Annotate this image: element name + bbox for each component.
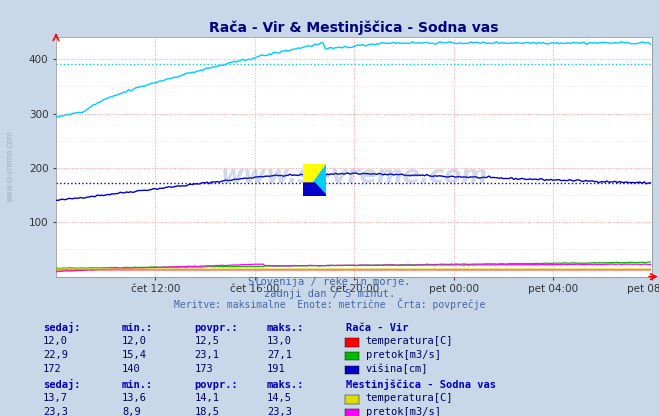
Polygon shape <box>303 164 326 196</box>
Text: višina[cm]: višina[cm] <box>366 364 428 374</box>
Text: 23,1: 23,1 <box>194 350 219 360</box>
Text: 191: 191 <box>267 364 285 374</box>
Text: 27,1: 27,1 <box>267 350 292 360</box>
Text: 23,3: 23,3 <box>267 407 292 416</box>
Text: 8,9: 8,9 <box>122 407 140 416</box>
Text: min.:: min.: <box>122 323 153 333</box>
Text: 12,0: 12,0 <box>122 337 147 347</box>
Text: pretok[m3/s]: pretok[m3/s] <box>366 350 441 360</box>
Text: min.:: min.: <box>122 380 153 390</box>
Text: maks.:: maks.: <box>267 323 304 333</box>
Text: 23,3: 23,3 <box>43 407 68 416</box>
Text: 140: 140 <box>122 364 140 374</box>
Text: 12,0: 12,0 <box>43 337 68 347</box>
Title: Rača - Vir & Mestinjščica - Sodna vas: Rača - Vir & Mestinjščica - Sodna vas <box>210 20 499 35</box>
Text: 13,6: 13,6 <box>122 394 147 404</box>
Text: www.si-vreme.com: www.si-vreme.com <box>221 164 488 188</box>
Text: 15,4: 15,4 <box>122 350 147 360</box>
Polygon shape <box>303 183 326 196</box>
Text: 22,9: 22,9 <box>43 350 68 360</box>
Text: sedaj:: sedaj: <box>43 379 80 390</box>
Text: 12,5: 12,5 <box>194 337 219 347</box>
Text: temperatura[C]: temperatura[C] <box>366 394 453 404</box>
Text: Mestinjščica - Sodna vas: Mestinjščica - Sodna vas <box>346 379 496 390</box>
Polygon shape <box>303 164 326 196</box>
Text: 173: 173 <box>194 364 213 374</box>
Text: pretok[m3/s]: pretok[m3/s] <box>366 407 441 416</box>
Text: www.si-vreme.com: www.si-vreme.com <box>5 131 14 202</box>
Text: 13,7: 13,7 <box>43 394 68 404</box>
Text: zadnji dan / 5 minut.: zadnji dan / 5 minut. <box>264 289 395 299</box>
Text: maks.:: maks.: <box>267 380 304 390</box>
Text: sedaj:: sedaj: <box>43 322 80 333</box>
Text: 14,1: 14,1 <box>194 394 219 404</box>
Text: 13,0: 13,0 <box>267 337 292 347</box>
Text: Rača - Vir: Rača - Vir <box>346 323 409 333</box>
Text: temperatura[C]: temperatura[C] <box>366 337 453 347</box>
Text: Meritve: maksimalne  Enote: metrične  Črta: povprečje: Meritve: maksimalne Enote: metrične Črta… <box>174 298 485 310</box>
Text: 18,5: 18,5 <box>194 407 219 416</box>
Text: 172: 172 <box>43 364 61 374</box>
Text: povpr.:: povpr.: <box>194 380 238 390</box>
Text: 14,5: 14,5 <box>267 394 292 404</box>
Text: povpr.:: povpr.: <box>194 323 238 333</box>
Text: Slovenija / reke in morje.: Slovenija / reke in morje. <box>248 277 411 287</box>
